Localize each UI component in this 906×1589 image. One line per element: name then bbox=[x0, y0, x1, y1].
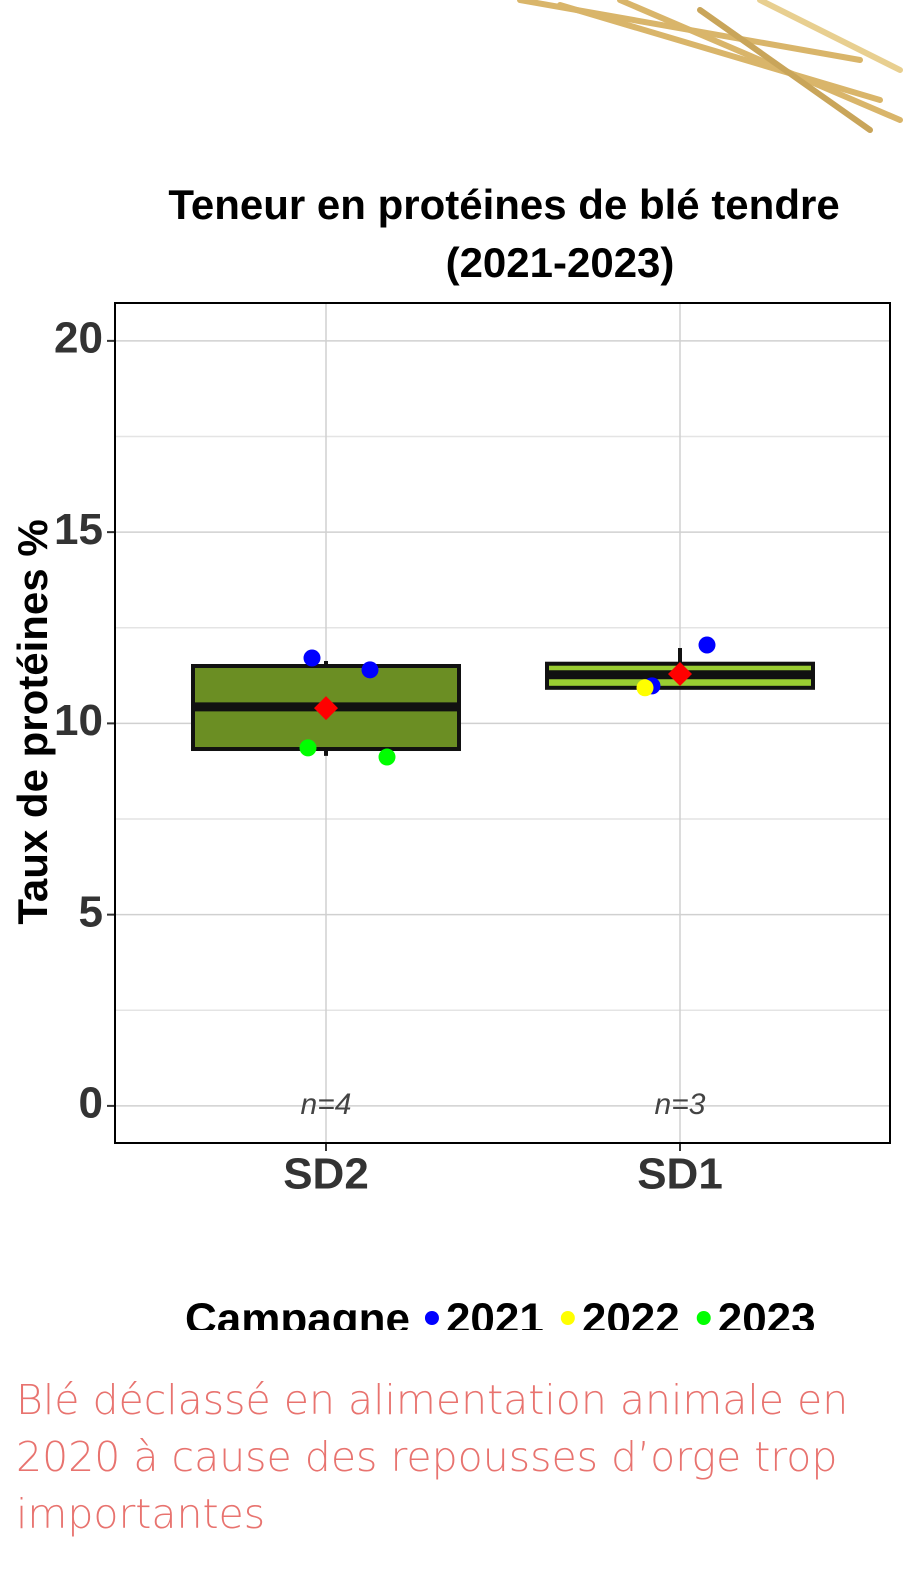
y-tick-label: 10 bbox=[54, 696, 103, 745]
legend: Campagne 2021 2022 2023 bbox=[185, 1295, 816, 1330]
wheat-decoration bbox=[517, 0, 903, 133]
chart-subtitle: (2021-2023) bbox=[446, 239, 675, 286]
chart: Teneur en protéines de blé tendre (2021-… bbox=[9, 0, 903, 1330]
y-axis-label: Taux de protéines % bbox=[9, 519, 56, 924]
chart-title: Teneur en protéines de blé tendre bbox=[168, 181, 839, 228]
point bbox=[378, 748, 396, 766]
y-tick-label: 5 bbox=[79, 887, 103, 936]
plot-frame bbox=[114, 302, 891, 1144]
x-tick-label: SD1 bbox=[637, 1150, 723, 1199]
point bbox=[299, 739, 317, 757]
footer-note: Blé déclassé en alimentation animale en … bbox=[16, 1376, 849, 1538]
point bbox=[303, 649, 321, 667]
point bbox=[698, 636, 716, 654]
point bbox=[636, 679, 654, 697]
y-tick-label: 15 bbox=[54, 505, 103, 554]
mean-marker bbox=[668, 662, 692, 687]
legend-title: Campagne bbox=[185, 1295, 410, 1330]
mean-marker bbox=[314, 696, 338, 721]
y-tick-label: 0 bbox=[79, 1079, 103, 1128]
x-tick-label: SD2 bbox=[283, 1150, 369, 1199]
y-tick-label: 20 bbox=[54, 313, 103, 362]
legend-label: 2022 bbox=[582, 1295, 680, 1330]
n-label: n=3 bbox=[655, 1088, 706, 1121]
legend-dot bbox=[424, 1311, 439, 1325]
point bbox=[361, 661, 379, 679]
legend-label: 2023 bbox=[718, 1295, 816, 1330]
n-label: n=4 bbox=[301, 1088, 352, 1121]
legend-dot bbox=[696, 1311, 711, 1325]
legend-label: 2021 bbox=[446, 1295, 544, 1330]
legend-dot bbox=[560, 1311, 575, 1325]
